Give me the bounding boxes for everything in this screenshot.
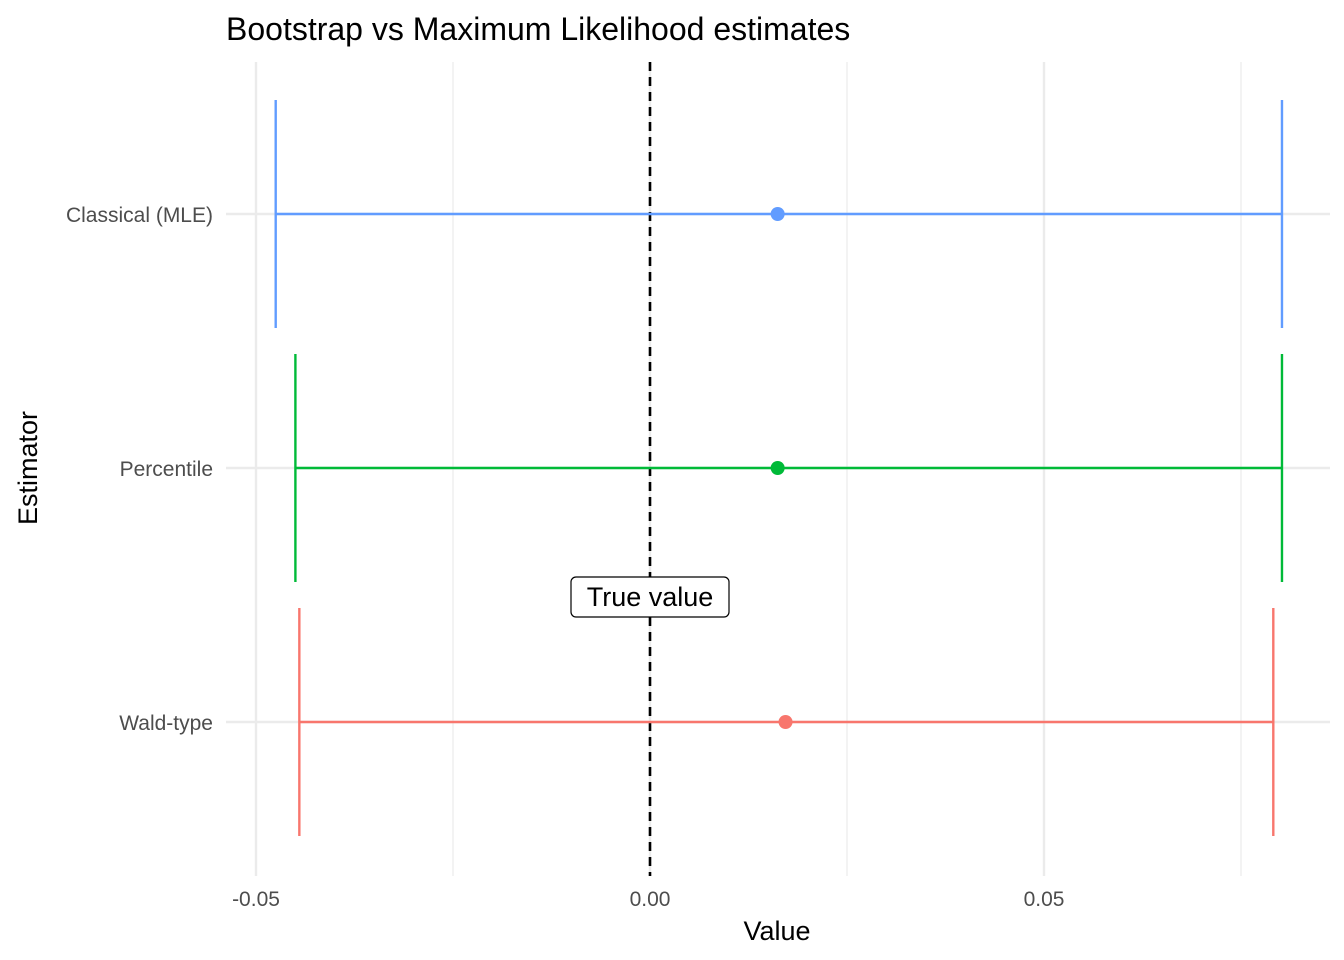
true-value-label-text: True value — [587, 582, 714, 612]
y-tick-labels: Classical (MLE) Percentile Wald-type — [66, 204, 213, 735]
x-tick-label: 0.05 — [1024, 888, 1065, 911]
estimate-point — [778, 715, 793, 729]
x-tick-label: 0.00 — [630, 888, 671, 911]
x-tick-label: -0.05 — [232, 888, 280, 911]
y-tick-label: Percentile — [120, 458, 213, 481]
errorbar-group — [274, 100, 1284, 328]
true-value-label: True value — [570, 576, 730, 618]
chart-title: Bootstrap vs Maximum Likelihood estimate… — [226, 11, 850, 47]
estimate-point — [770, 207, 785, 221]
reference-layer: True value — [570, 62, 730, 876]
x-tick-labels: -0.05 0.00 0.05 — [232, 888, 1064, 911]
true-value-label-box — [570, 576, 730, 618]
y-tick-label: Classical (MLE) — [66, 204, 213, 227]
x-axis-title: Value — [743, 916, 810, 946]
y-axis-title: Estimator — [13, 411, 43, 525]
errorbar-group — [298, 608, 1275, 836]
estimate-point — [770, 461, 785, 475]
series-layer — [274, 100, 1284, 836]
y-tick-label: Wald-type — [119, 712, 213, 735]
errorbar-group — [294, 354, 1284, 582]
